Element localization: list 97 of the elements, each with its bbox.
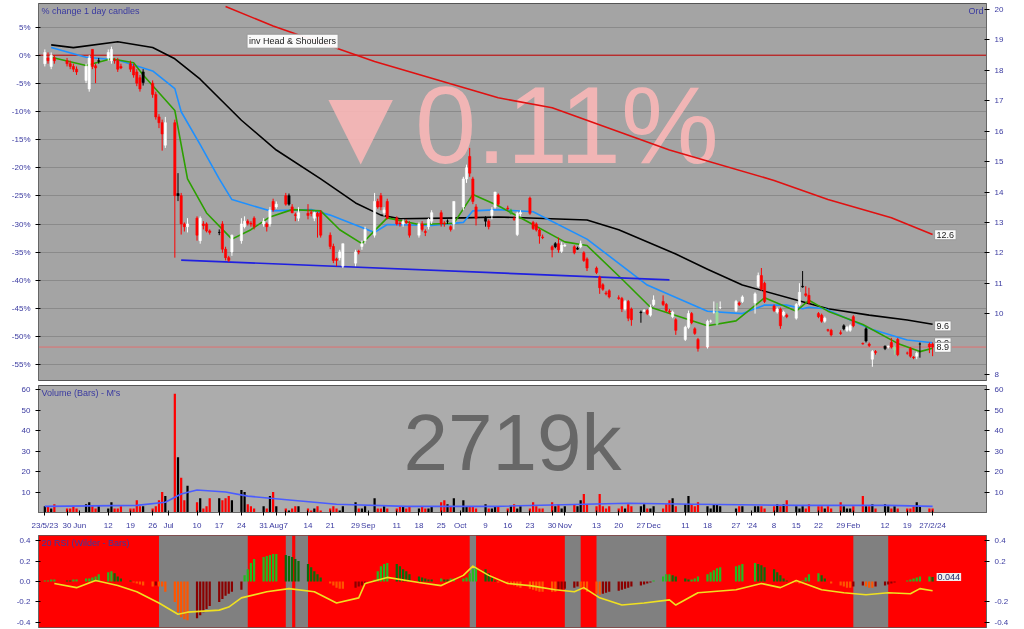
- annotation: 2719k: [403, 398, 623, 488]
- y2-tick-label: 13: [994, 217, 1004, 227]
- y-tick-label: -0.4: [16, 617, 32, 627]
- x-tick-label: Jun: [73, 520, 87, 530]
- y-tick-label: -10%: [11, 107, 31, 117]
- x-tick-label: 14: [303, 520, 313, 530]
- y-tick-label: -50%: [11, 332, 31, 342]
- y-tick-label: 20: [21, 467, 32, 477]
- x-tick-label: 27: [731, 520, 742, 530]
- x-tick-label: 9: [483, 520, 489, 530]
- x-tick-label: 27/2/24: [919, 520, 947, 530]
- y2-tick-label: 60: [994, 385, 1004, 395]
- y-tick-label: -0.2: [16, 597, 32, 607]
- x-tick-label: '24: [746, 520, 758, 530]
- x-tick-label: Feb: [846, 520, 861, 530]
- y-tick-label: 0.4: [19, 536, 32, 546]
- x-tick-label: 29: [836, 520, 846, 530]
- x-tick-label: 15: [791, 520, 802, 530]
- y2-tick-label: 15: [994, 157, 1004, 167]
- y-tick-label: -5%: [16, 78, 31, 88]
- x-tick-label: 13: [592, 520, 602, 530]
- x-tick-label: 19: [126, 520, 136, 530]
- x-tick-label: 7: [283, 520, 289, 530]
- y2-tick-label: -0.4: [994, 617, 1009, 627]
- annotation: 0.044: [937, 572, 961, 582]
- x-tick-label: 30: [547, 520, 558, 530]
- x-tick-label: 24: [236, 520, 247, 530]
- y2-tick-label: 30: [994, 446, 1004, 456]
- x-tick-label: Dec: [646, 520, 661, 530]
- y-tick-label: -20%: [11, 163, 31, 173]
- y-axis-title: % change 1 day candles: [41, 5, 141, 16]
- y-tick-label: 0.0: [19, 577, 32, 586]
- y2-tick-label: 10: [994, 309, 1004, 319]
- x-tick-label: 30: [62, 520, 73, 530]
- y2-tick-label: 10: [994, 487, 1004, 497]
- y2-tick-label: 40: [994, 426, 1004, 436]
- x-tick-label: 22: [814, 520, 824, 530]
- x-tick-label: 19: [902, 520, 913, 530]
- y-tick-label: 10: [21, 487, 32, 497]
- annotation: 9.6: [936, 320, 950, 331]
- y-tick-label: -45%: [11, 303, 31, 313]
- y2-tick-label: 0.2: [994, 556, 1007, 566]
- y2-tick-label: 19: [994, 35, 1004, 45]
- x-tick-label: 23/5/23: [31, 520, 59, 530]
- x-tick-label: 12: [880, 520, 891, 530]
- x-tick-label: 16: [503, 520, 513, 530]
- y-tick-label: 40: [21, 426, 32, 436]
- x-tick-label: 11: [681, 520, 690, 530]
- y-tick-label: 0.2: [19, 556, 32, 566]
- x-tick-label: Oct: [453, 520, 468, 530]
- y-tick-label: -30%: [11, 219, 31, 229]
- y-tick-label: 0%: [18, 50, 31, 60]
- y-tick-label: 5%: [18, 22, 31, 32]
- x-tick-label: Aug: [269, 520, 284, 530]
- y2-tick-label: 50: [994, 405, 1004, 415]
- y2-tick-label: 8: [994, 369, 1000, 379]
- y-tick-label: -15%: [11, 135, 31, 145]
- x-tick-label: 12: [103, 520, 114, 530]
- x-tick-label: 17: [214, 520, 225, 530]
- y2-tick-label: 17: [994, 96, 1004, 106]
- y2-tick-label: 12: [994, 248, 1004, 258]
- x-tick-label: 27: [636, 520, 646, 530]
- x-tick-label: Jul: [163, 520, 174, 530]
- chart-title: 20 RSI (Wilder - Bars): [41, 537, 130, 548]
- x-tick-label: 21: [325, 520, 336, 530]
- x-tick-label: 31: [259, 520, 269, 530]
- x-tick-label: 25: [436, 520, 447, 530]
- y-tick-label: -55%: [11, 360, 31, 370]
- x-tick-label: 29: [351, 520, 361, 530]
- chart-title: Volume (Bars) - M's: [41, 387, 121, 398]
- x-tick-label: Sep: [361, 520, 376, 530]
- y2-tick-label: 0.4: [994, 536, 1007, 546]
- x-tick-label: 11: [392, 520, 402, 530]
- y-tick-label: 30: [21, 446, 32, 456]
- y2-tick-label: 16: [994, 126, 1004, 136]
- y2-tick-label: 20: [994, 467, 1004, 477]
- y2-tick-label: -0.2: [994, 597, 1009, 607]
- y-tick-label: -25%: [11, 191, 31, 201]
- annotation: 12.6: [936, 229, 955, 240]
- annotation: inv Head & Shoulders: [249, 36, 337, 47]
- x-tick-label: 20: [614, 520, 624, 530]
- y2-tick-label: 18: [994, 65, 1004, 75]
- y2-tick-label: 20: [994, 5, 1004, 15]
- x-tick-label: Nov: [557, 520, 572, 530]
- y-tick-label: 50: [21, 405, 32, 415]
- x-tick-label: 10: [192, 520, 203, 530]
- y-tick-label: -35%: [11, 247, 31, 257]
- y-tick-label: -40%: [11, 275, 31, 285]
- y-tick-label: 60: [21, 385, 32, 395]
- x-tick-label: 26: [148, 520, 158, 530]
- y2-tick-label: 11: [994, 278, 1004, 288]
- x-tick-label: 18: [414, 520, 424, 530]
- y2-axis-title: Ord: [968, 5, 984, 16]
- x-tick-label: 23: [525, 520, 535, 530]
- y2-tick-label: 14: [994, 187, 1004, 197]
- x-tick-label: 8: [771, 520, 777, 530]
- x-tick-label: 18: [703, 520, 713, 530]
